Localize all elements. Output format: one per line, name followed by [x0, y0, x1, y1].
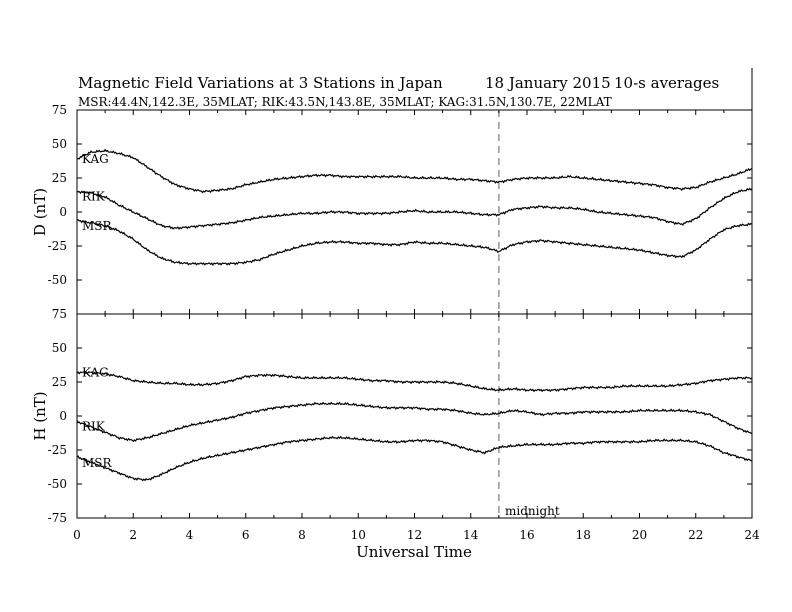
y-axis-label-d: D (nT): [31, 188, 49, 236]
midnight-label: midnight: [505, 504, 560, 518]
series-label-msr-h: MSR: [82, 456, 113, 470]
x-tick-label: 18: [576, 528, 591, 542]
x-tick-label: 14: [463, 528, 479, 542]
y-axis-label-h: H (nT): [31, 391, 49, 440]
x-tick-label: 24: [744, 528, 760, 542]
y-tick-label-h: -25: [48, 443, 67, 457]
x-tick-label: 4: [186, 528, 194, 542]
x-axis-label: Universal Time: [356, 543, 472, 561]
y-tick-label-d: -25: [48, 239, 67, 253]
y-tick-label-h: 0: [59, 409, 67, 423]
x-tick-label: 8: [298, 528, 306, 542]
x-tick-label: 6: [242, 528, 250, 542]
series-line-kag-d: [76, 148, 753, 194]
series-label-msr-d: MSR: [82, 219, 113, 233]
series-line-msr-h: [76, 435, 753, 482]
series-label-kag-d: KAG: [82, 152, 109, 166]
series-label-rik-h: RIK: [82, 419, 106, 433]
chart-title: Magnetic Field Variations at 3 Stations …: [78, 74, 443, 92]
station-info: MSR:44.4N,142.3E, 35MLAT; RIK:43.5N,143.…: [78, 95, 612, 109]
series-line-kag-h: [76, 371, 753, 393]
x-tick-label: 12: [407, 528, 422, 542]
x-tick-label: 0: [73, 528, 81, 542]
x-tick-label: 16: [519, 528, 534, 542]
y-tick-label-h: -75: [48, 511, 67, 525]
y-tick-label-h: 50: [52, 341, 67, 355]
series-label-kag-h: KAG: [82, 365, 109, 379]
x-tick-label: 22: [688, 528, 703, 542]
series-line-msr-d: [76, 218, 753, 266]
y-tick-label-h: 25: [52, 375, 67, 389]
x-tick-label: 20: [632, 528, 647, 542]
series-label-rik-d: RIK: [82, 190, 106, 204]
y-tick-label-d: 25: [52, 171, 67, 185]
chart-averaging: 10-s averages: [614, 74, 719, 92]
y-tick-label-h: 75: [52, 307, 67, 321]
y-tick-label-h: -50: [48, 477, 67, 491]
y-tick-label-d: 0: [59, 205, 67, 219]
chart-date: 18 January 2015: [485, 74, 611, 92]
plot-frame-h: [76, 313, 753, 519]
panel-d: -50 -25 0 25 50 75 D (nT) KAG RIK MSR: [31, 103, 753, 315]
x-tick-label: 2: [129, 528, 137, 542]
y-tick-label-d: -50: [48, 273, 67, 287]
series-line-rik-d: [76, 187, 753, 230]
series-line-rik-h: [76, 401, 753, 443]
y-tick-label-d: 50: [52, 137, 67, 151]
x-tick-label: 10: [351, 528, 366, 542]
y-tick-label-d: 75: [52, 103, 67, 117]
